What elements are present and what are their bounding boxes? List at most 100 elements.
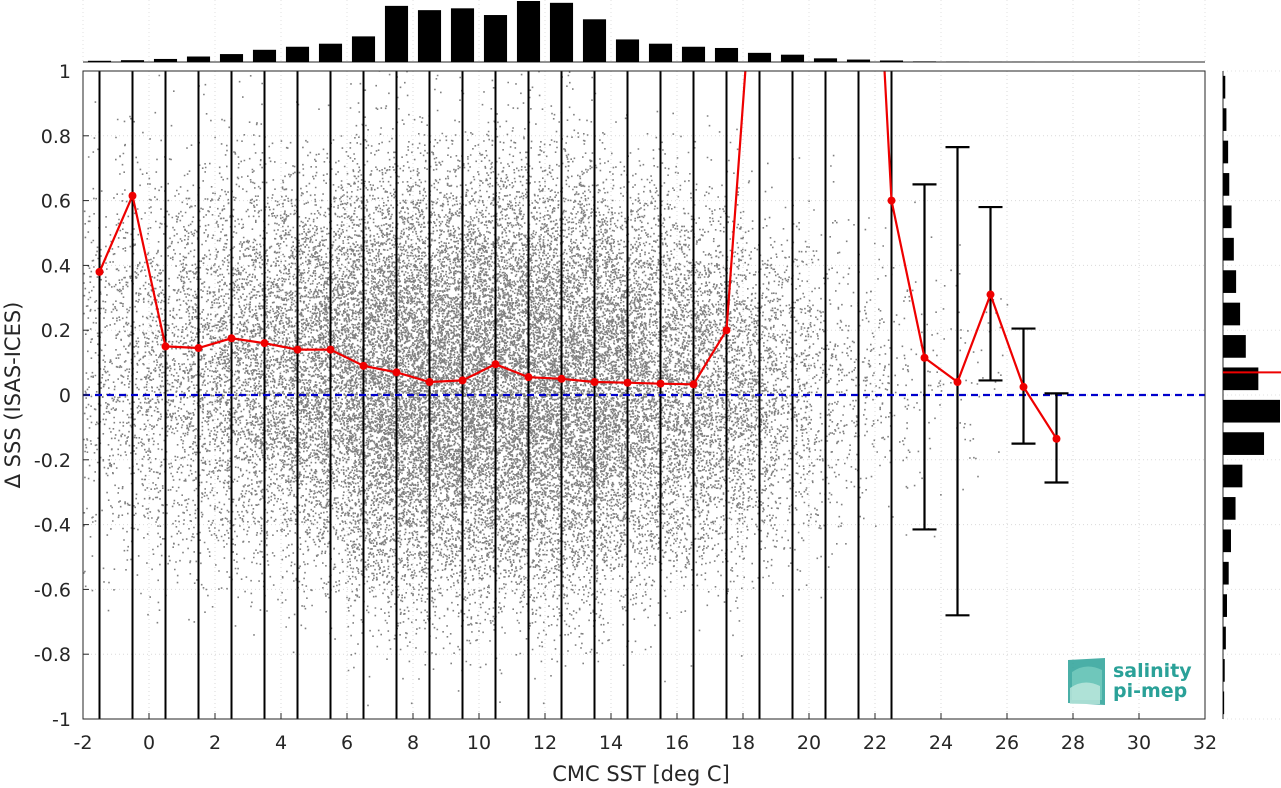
x-tick-label: -2 — [74, 732, 93, 754]
x-tick-label: 26 — [995, 732, 1019, 754]
mean-point — [590, 378, 599, 387]
x-tick-label: 28 — [1061, 732, 1085, 754]
top-hist-bar — [912, 61, 937, 62]
y-axis-ticks: -1 -0.8 -0.6 -0.4 -0.2 0 0.2 0.4 0.6 0.8 1 — [34, 61, 89, 731]
right-hist-bar — [1223, 173, 1230, 196]
top-hist-bar — [714, 47, 739, 62]
top-hist-bar — [780, 54, 805, 62]
top-histogram — [82, 0, 1206, 63]
right-hist-bar — [1223, 497, 1236, 520]
top-hist-bar — [813, 58, 838, 62]
right-hist-bar — [1223, 302, 1241, 326]
y-tick-label: -0.6 — [34, 579, 71, 601]
top-hist-bar — [615, 39, 640, 62]
top-hist-bar — [747, 52, 772, 62]
right-histogram — [1222, 70, 1281, 720]
right-hist-bar — [1223, 529, 1231, 553]
mean-point — [293, 345, 302, 354]
top-hist-bar — [384, 5, 409, 62]
mean-point — [425, 378, 434, 387]
right-hist-bar — [1223, 659, 1225, 682]
right-hist-bar — [1223, 140, 1229, 164]
top-hist-bar — [582, 19, 607, 62]
y-tick-label: -1 — [52, 709, 71, 731]
x-tick-label: 30 — [1127, 732, 1151, 754]
top-hist-bar — [318, 43, 343, 62]
top-hist-bar — [516, 1, 541, 62]
right-hist-bar — [1223, 75, 1226, 99]
top-hist-bar — [648, 43, 673, 62]
right-hist-bar — [1223, 270, 1237, 293]
y-tick-label: 1 — [59, 61, 71, 83]
y-tick-label: 0 — [59, 385, 71, 407]
x-tick-label: 18 — [731, 732, 755, 754]
y-axis-label: Δ SSS (ISAS-ICES) — [1, 302, 25, 489]
mean-point — [1052, 434, 1061, 443]
mean-point — [887, 196, 896, 205]
mean-point — [95, 267, 104, 276]
top-hist-bar — [120, 60, 145, 62]
mean-line — [98, 71, 1058, 440]
right-hist-bar — [1223, 594, 1227, 617]
mean-point — [161, 342, 170, 351]
mean-point — [359, 361, 368, 370]
x-tick-label: 2 — [209, 732, 221, 754]
clipped-content — [83, 71, 1205, 719]
right-hist-bar — [1223, 335, 1246, 358]
y-tick-label: 0.8 — [41, 126, 71, 148]
right-hist-bar — [1223, 108, 1227, 131]
x-axis-ticks: -2 0 2 4 6 8 10 12 14 16 18 20 22 24 26 28 30 32 — [74, 713, 1217, 754]
x-tick-label: 20 — [797, 732, 821, 754]
top-hist-bar — [285, 46, 310, 62]
top-hist-bar — [87, 60, 112, 62]
logo-text-pimep: pi-mep — [1113, 680, 1187, 702]
x-tick-label: 4 — [275, 732, 287, 754]
x-axis-label: CMC SST [deg C] — [552, 762, 730, 786]
y-tick-label: 0.6 — [41, 191, 71, 213]
mean-point — [260, 339, 269, 348]
x-tick-label: 10 — [467, 732, 491, 754]
right-hist-bar — [1223, 626, 1226, 650]
right-hist-bar — [1223, 205, 1232, 229]
top-hist-bar — [153, 58, 178, 62]
mean-point — [491, 360, 500, 369]
top-hist-bar — [186, 56, 211, 62]
mean-point — [623, 378, 632, 387]
mean-point — [920, 353, 929, 362]
mean-point — [953, 378, 962, 387]
x-tick-label: 32 — [1193, 732, 1217, 754]
top-hist-bar — [681, 46, 706, 62]
top-hist-bar — [351, 36, 376, 62]
x-tick-label: 6 — [341, 732, 353, 754]
mean-point — [1019, 382, 1028, 391]
mean-point — [128, 191, 137, 200]
x-tick-label: 22 — [863, 732, 887, 754]
y-tick-label: -0.2 — [34, 450, 71, 472]
top-hist-bar — [252, 49, 277, 62]
right-hist-bar — [1223, 464, 1243, 488]
x-tick-label: 24 — [929, 732, 953, 754]
main-plot-area — [82, 70, 1206, 720]
right-hist-bar — [1223, 432, 1265, 455]
top-hist-bar — [219, 54, 244, 62]
mean-point — [689, 380, 698, 389]
mean-point — [458, 376, 467, 385]
mean-point — [194, 344, 203, 353]
x-tick-label: 8 — [407, 732, 419, 754]
right-hist-bar — [1223, 691, 1225, 715]
right-hist-bar — [1223, 561, 1229, 585]
y-tick-label: 0.2 — [41, 320, 71, 342]
top-hist-bar — [450, 8, 475, 62]
right-hist-bar — [1223, 237, 1234, 261]
logo-text-salinity: salinity — [1113, 660, 1192, 682]
top-hist-bar — [879, 60, 904, 62]
mean-point — [326, 345, 335, 354]
x-tick-label: 12 — [533, 732, 557, 754]
y-tick-label: 0.4 — [41, 255, 71, 277]
x-tick-label: 14 — [599, 732, 623, 754]
top-hist-bar — [846, 59, 871, 62]
y-tick-label: -0.4 — [34, 515, 71, 537]
top-hist-bar — [483, 15, 508, 63]
right-hist-bar — [1223, 367, 1259, 391]
